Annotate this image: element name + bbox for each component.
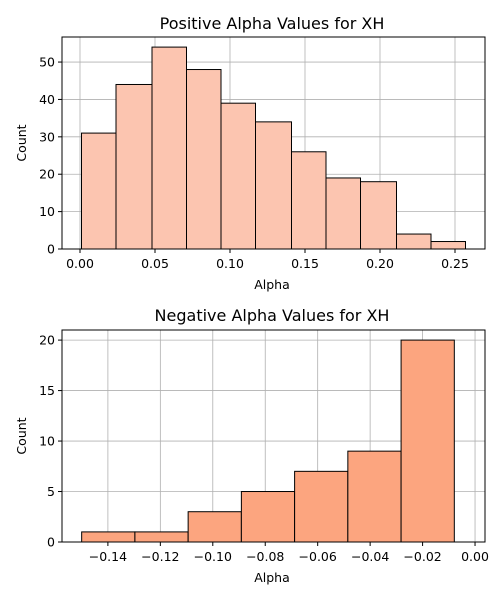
histogram-bar: [81, 132, 117, 250]
histogram-bar: [325, 177, 361, 250]
x-tick-label: 0.00: [461, 549, 489, 564]
x-tick-label: 0.15: [291, 256, 319, 271]
chart-title: Positive Alpha Values for XH: [160, 14, 385, 33]
negative-alpha-histogram: Negative Alpha Values for XH −0.14 −0.12−…: [14, 306, 489, 585]
histogram-bar: [347, 450, 402, 543]
x-ticks: 0.00 0.05 0.10 0.15 0.20 0.25: [66, 249, 469, 271]
y-tick-label: 0: [47, 242, 55, 257]
histogram-bar: [291, 151, 327, 250]
x-tick-label: −0.02: [403, 549, 441, 564]
x-tick-label: −0.06: [299, 549, 337, 564]
y-ticks: 0 5 10 15 20: [39, 333, 62, 550]
y-tick-label: 0: [47, 535, 55, 550]
histogram-bar: [240, 491, 296, 543]
y-tick-label: 10: [39, 204, 55, 219]
y-tick-label: 5: [47, 484, 55, 499]
y-tick-label: 40: [39, 92, 55, 107]
x-tick-label: −0.04: [351, 549, 389, 564]
y-tick-label: 20: [39, 333, 55, 348]
y-tick-label: 50: [39, 55, 55, 70]
plot-frame: [61, 329, 486, 543]
bars: [81, 339, 455, 543]
plot-frame: [61, 36, 486, 250]
x-axis-label: Alpha: [254, 570, 290, 585]
histogram-bar: [400, 339, 455, 543]
x-ticks: −0.14 −0.12 −0.10 −0.08 −0.06 −0.04 −0.02 0.00: [89, 542, 489, 564]
histogram-bar: [186, 69, 222, 250]
histogram-bar: [255, 121, 292, 250]
y-tick-label: 20: [39, 167, 55, 182]
histogram-bar: [220, 102, 256, 250]
x-tick-label: −0.14: [89, 549, 127, 564]
histogram-bar: [151, 46, 187, 250]
x-tick-label: 0.25: [441, 256, 469, 271]
y-tick-label: 10: [39, 434, 55, 449]
histogram-bar: [134, 531, 189, 543]
positive-alpha-histogram: Positive Alpha Values for XH 0.00 0.05 0.1…: [14, 14, 486, 292]
bars: [81, 46, 466, 250]
x-tick-label: 0.00: [66, 256, 94, 271]
histogram-bar: [360, 181, 397, 250]
x-axis-label: Alpha: [254, 277, 290, 292]
histogram-bar: [430, 241, 466, 250]
x-tick-label: 0.10: [216, 256, 244, 271]
y-tick-label: 15: [39, 383, 55, 398]
x-tick-label: −0.12: [141, 549, 179, 564]
histogram-bar: [294, 470, 349, 543]
y-ticks: 0 10 20 30 40 50: [39, 55, 62, 257]
x-tick-label: −0.10: [194, 549, 232, 564]
y-tick-label: 30: [39, 129, 55, 144]
histogram-bar: [187, 511, 242, 543]
histogram-bar: [115, 83, 153, 250]
chart-title: Negative Alpha Values for XH: [155, 306, 390, 325]
histogram-bar: [81, 531, 136, 543]
x-tick-label: 0.05: [141, 256, 169, 271]
y-axis-label: Count: [14, 124, 29, 161]
x-tick-label: 0.20: [366, 256, 394, 271]
histogram-bar: [396, 233, 432, 250]
x-tick-label: −0.08: [246, 549, 284, 564]
y-axis-label: Count: [14, 417, 29, 454]
